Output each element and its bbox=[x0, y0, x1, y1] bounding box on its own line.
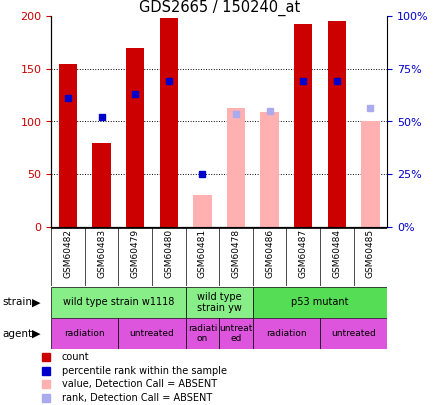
Bar bbox=[159, 18, 178, 227]
Text: ▶: ▶ bbox=[32, 328, 40, 339]
Bar bbox=[51, 318, 118, 349]
Text: GSM60487: GSM60487 bbox=[299, 229, 307, 279]
Bar bbox=[328, 21, 346, 227]
Bar bbox=[227, 108, 245, 227]
Text: GSM60483: GSM60483 bbox=[97, 229, 106, 279]
Bar bbox=[186, 318, 219, 349]
Bar bbox=[118, 318, 186, 349]
Bar bbox=[193, 195, 212, 227]
Bar bbox=[260, 112, 279, 227]
Bar bbox=[320, 318, 387, 349]
Text: count: count bbox=[61, 352, 89, 362]
Title: GDS2665 / 150240_at: GDS2665 / 150240_at bbox=[138, 0, 300, 16]
Bar bbox=[186, 287, 253, 318]
Text: GSM60485: GSM60485 bbox=[366, 229, 375, 279]
Text: radiati
on: radiati on bbox=[188, 324, 217, 343]
Text: radiation: radiation bbox=[65, 329, 105, 338]
Text: GSM60480: GSM60480 bbox=[164, 229, 173, 279]
Text: percentile rank within the sample: percentile rank within the sample bbox=[61, 366, 227, 376]
Text: agent: agent bbox=[2, 328, 32, 339]
Text: GSM60486: GSM60486 bbox=[265, 229, 274, 279]
Text: wild type strain w1118: wild type strain w1118 bbox=[63, 297, 174, 307]
Text: GSM60484: GSM60484 bbox=[332, 229, 341, 278]
Bar bbox=[253, 287, 387, 318]
Text: p53 mutant: p53 mutant bbox=[291, 297, 349, 307]
Bar bbox=[51, 287, 186, 318]
Text: untreated: untreated bbox=[129, 329, 174, 338]
Text: GSM60478: GSM60478 bbox=[231, 229, 240, 279]
Text: value, Detection Call = ABSENT: value, Detection Call = ABSENT bbox=[61, 379, 217, 390]
Bar bbox=[253, 318, 320, 349]
Text: GSM60481: GSM60481 bbox=[198, 229, 207, 279]
Text: untreated: untreated bbox=[331, 329, 376, 338]
Bar bbox=[361, 122, 380, 227]
Bar bbox=[126, 48, 145, 227]
Text: rank, Detection Call = ABSENT: rank, Detection Call = ABSENT bbox=[61, 393, 212, 403]
Text: untreat
ed: untreat ed bbox=[219, 324, 253, 343]
Bar bbox=[294, 23, 312, 227]
Bar bbox=[59, 64, 77, 227]
Text: radiation: radiation bbox=[266, 329, 307, 338]
Text: GSM60479: GSM60479 bbox=[131, 229, 140, 279]
Bar bbox=[219, 318, 253, 349]
Text: wild type
strain yw: wild type strain yw bbox=[197, 292, 242, 313]
Bar bbox=[92, 143, 111, 227]
Text: strain: strain bbox=[2, 297, 32, 307]
Text: GSM60482: GSM60482 bbox=[64, 229, 73, 278]
Text: ▶: ▶ bbox=[32, 297, 40, 307]
